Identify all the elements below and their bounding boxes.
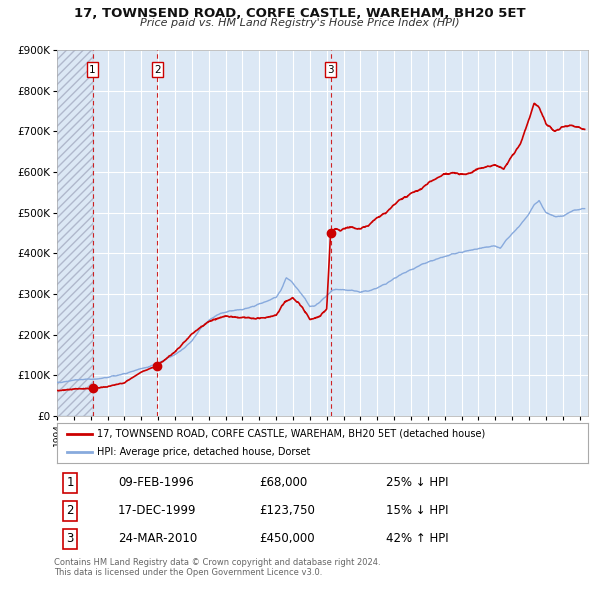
Text: £123,750: £123,750 (259, 504, 314, 517)
Text: 3: 3 (327, 65, 334, 75)
Text: 09-FEB-1996: 09-FEB-1996 (118, 477, 194, 490)
Text: 2: 2 (154, 65, 161, 75)
Text: 2: 2 (67, 504, 74, 517)
Text: 25% ↓ HPI: 25% ↓ HPI (386, 477, 449, 490)
Text: 24-MAR-2010: 24-MAR-2010 (118, 532, 197, 545)
Text: 1: 1 (67, 477, 74, 490)
Text: 1: 1 (89, 65, 96, 75)
Text: 42% ↑ HPI: 42% ↑ HPI (386, 532, 449, 545)
Text: HPI: Average price, detached house, Dorset: HPI: Average price, detached house, Dors… (97, 447, 310, 457)
Text: £450,000: £450,000 (259, 532, 314, 545)
Text: 17, TOWNSEND ROAD, CORFE CASTLE, WAREHAM, BH20 5ET (detached house): 17, TOWNSEND ROAD, CORFE CASTLE, WAREHAM… (97, 429, 485, 439)
Text: 15% ↓ HPI: 15% ↓ HPI (386, 504, 449, 517)
Text: 3: 3 (67, 532, 74, 545)
Text: £68,000: £68,000 (259, 477, 307, 490)
Text: Price paid vs. HM Land Registry's House Price Index (HPI): Price paid vs. HM Land Registry's House … (140, 18, 460, 28)
Text: This data is licensed under the Open Government Licence v3.0.: This data is licensed under the Open Gov… (54, 568, 322, 576)
Text: Contains HM Land Registry data © Crown copyright and database right 2024.: Contains HM Land Registry data © Crown c… (54, 558, 380, 566)
Text: 17, TOWNSEND ROAD, CORFE CASTLE, WAREHAM, BH20 5ET: 17, TOWNSEND ROAD, CORFE CASTLE, WAREHAM… (74, 7, 526, 20)
Text: 17-DEC-1999: 17-DEC-1999 (118, 504, 197, 517)
